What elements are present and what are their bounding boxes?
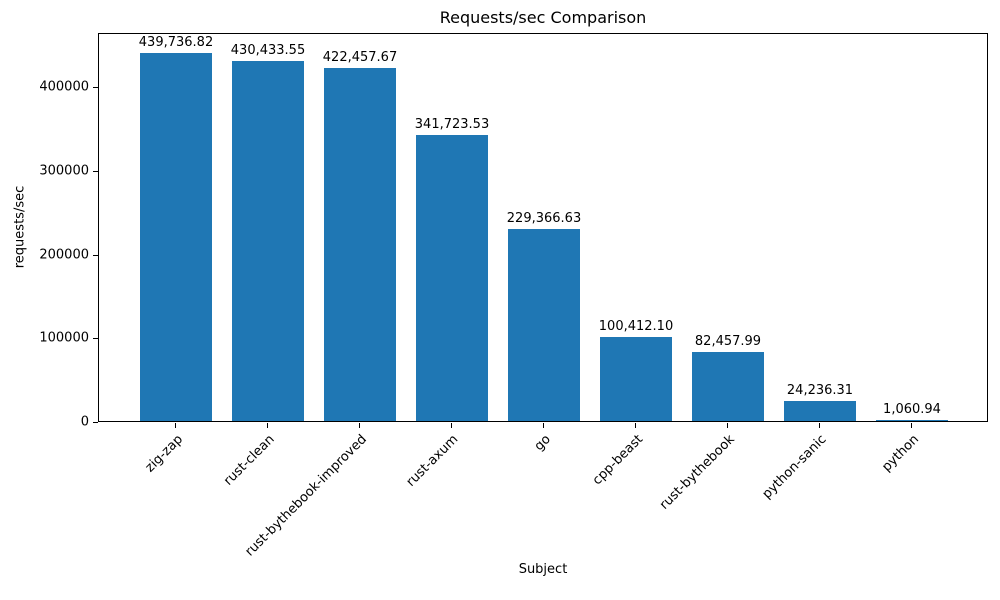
y-tick-label: 300000 — [39, 163, 89, 179]
bar — [784, 400, 856, 421]
bar-value-label: 430,433.55 — [230, 42, 306, 58]
bar-value-label: 24,236.31 — [786, 382, 854, 398]
plot-area: 439,736.82 430,433.55 422,457.67 341,723.53… — [98, 33, 988, 422]
y-tick — [93, 422, 98, 423]
y-tick — [93, 338, 98, 340]
bar-value-label: 439,736.82 — [138, 35, 214, 51]
bar — [876, 420, 948, 421]
bar — [692, 352, 764, 421]
x-tick — [267, 423, 268, 428]
x-tick-label: python — [878, 432, 922, 475]
y-tick-label: 0 — [80, 414, 89, 430]
x-tick-label: go — [531, 432, 554, 455]
y-tick — [93, 87, 98, 89]
x-tick — [543, 423, 544, 428]
bar — [232, 60, 304, 421]
x-tick-label: rust-bythebook — [656, 432, 738, 513]
x-tick — [727, 423, 728, 428]
x-tick-label: rust-axum — [403, 432, 462, 490]
y-tick-label: 200000 — [39, 247, 89, 263]
x-tick-label: zig-zap — [142, 432, 186, 476]
x-tick — [635, 423, 636, 428]
y-tick-label: 100000 — [39, 330, 89, 346]
bar — [600, 337, 672, 421]
x-tick-label: cpp-beast — [589, 432, 646, 489]
y-tick — [93, 171, 98, 173]
bar-value-label: 1,060.94 — [883, 402, 941, 418]
x-tick — [359, 423, 360, 428]
bar — [508, 229, 580, 421]
x-tick-label: rust-clean — [220, 432, 278, 489]
bar-value-label: 422,457.67 — [322, 49, 398, 65]
chart-title: Requests/sec Comparison — [439, 8, 647, 27]
bar — [140, 53, 212, 421]
bar-value-label: 82,457.99 — [694, 334, 762, 350]
y-tick-label: 400000 — [39, 79, 89, 95]
x-tick-label: python-sanic — [759, 432, 830, 502]
x-tick — [175, 423, 176, 428]
x-tick — [819, 423, 820, 428]
bar-value-label: 229,366.63 — [506, 211, 582, 227]
bar-value-label: 341,723.53 — [414, 117, 490, 133]
x-axis-label: Subject — [518, 562, 568, 577]
x-tick — [451, 423, 452, 428]
x-tick — [911, 423, 912, 428]
bar — [416, 135, 488, 421]
y-tick — [93, 254, 98, 256]
bar — [324, 67, 396, 421]
bar-value-label: 100,412.10 — [598, 319, 674, 334]
